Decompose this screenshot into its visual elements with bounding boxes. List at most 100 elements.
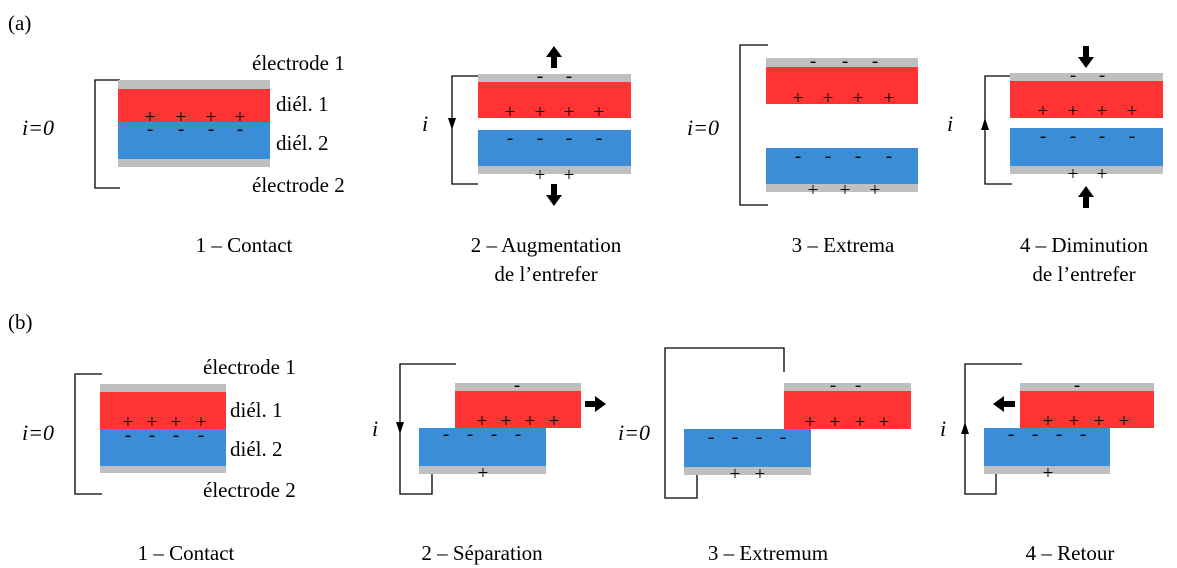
minus-charge: -: [537, 128, 543, 149]
plus-charge: +: [477, 411, 488, 432]
minus-charge: -: [149, 425, 155, 446]
dielectric-1: [100, 392, 226, 429]
dielectric-1: [1010, 81, 1163, 118]
minus-charge: -: [830, 375, 836, 396]
minus-charge: -: [147, 119, 153, 140]
electrode-2: [766, 184, 918, 192]
plus-charge: +: [853, 88, 864, 109]
plus-charge: +: [535, 165, 546, 186]
plus-charge: +: [145, 107, 156, 128]
electrode-1-label: électrode 1: [252, 51, 345, 75]
minus-charge: -: [491, 424, 497, 445]
stage-caption: 3 – Extrema: [792, 233, 895, 257]
plus-charge: +: [1068, 164, 1079, 185]
panel-b-stage-2: - + + + + - - - - + i 2 – Séparation: [372, 363, 606, 565]
plus-charge: +: [525, 411, 536, 432]
electrode-1: [1010, 73, 1163, 81]
plus-charge: +: [478, 463, 489, 484]
electrode-1: [100, 384, 226, 392]
minus-charge: -: [810, 51, 816, 72]
dielectric-2: [684, 429, 811, 467]
current-arrow-up: [961, 422, 969, 434]
panel-a-tag: (a): [8, 11, 31, 35]
plus-charge: +: [1069, 411, 1080, 432]
plus-charge: +: [1119, 411, 1130, 432]
plus-charge: +: [235, 107, 246, 128]
minus-charge: -: [596, 128, 602, 149]
dielectric-2: [478, 130, 631, 166]
circuit-wire: [74, 373, 102, 495]
circuit-wire: [984, 75, 1012, 185]
minus-charge: -: [198, 425, 204, 446]
plus-charge: +: [1038, 101, 1049, 122]
minus-charge: -: [566, 66, 572, 87]
electrode-2: [1010, 166, 1163, 174]
minus-charge: -: [1099, 65, 1105, 86]
dielectric-2: [766, 148, 918, 184]
dielectric-1: [118, 89, 270, 122]
current-arrow-down: [396, 422, 404, 434]
panel-b-stage-1: + + + + - - - - i=0 électrode 1 diél. 1 …: [22, 355, 296, 565]
minus-charge: -: [237, 119, 243, 140]
dielectric-2: [100, 429, 226, 466]
electrode-2-label: électrode 2: [203, 478, 296, 502]
dielectric-1-label: diél. 1: [230, 398, 283, 422]
panel-a-stage-1: + + + + - - - - i=0 électrode 1 diél. 1 …: [22, 51, 345, 257]
plus-charge: +: [171, 412, 182, 433]
arrow-down-icon: [546, 184, 562, 206]
current-label: i=0: [687, 115, 719, 140]
current-label: i=0: [618, 420, 650, 445]
plus-charge: +: [808, 180, 819, 201]
minus-charge: -: [872, 51, 878, 72]
minus-charge: -: [208, 119, 214, 140]
circuit-wire: [964, 363, 1022, 495]
plus-charge: +: [501, 411, 512, 432]
arrow-up-icon: [1078, 186, 1094, 208]
plus-charge: +: [1097, 101, 1108, 122]
minus-charge: -: [1032, 424, 1038, 445]
minus-charge: -: [1074, 375, 1080, 396]
electrode-1: [118, 80, 270, 89]
stage-caption: de l’entrefer: [1032, 262, 1135, 286]
current-label: i=0: [22, 115, 54, 140]
dielectric-1: [766, 67, 918, 104]
dielectric-2-label: diél. 2: [230, 437, 283, 461]
stage-caption: 1 – Contact: [196, 233, 293, 257]
panel-b-stage-4: - + + + + - - - - + i 4 – Retour: [940, 363, 1154, 565]
dielectric-1: [784, 391, 911, 429]
panel-a-stage-2: - - + + + + - - - - + + i 2 – Augmentati…: [422, 46, 631, 286]
plus-charge: +: [884, 88, 895, 109]
panel-a-stage-3: - - - + + + + - - - - + + + i=0 3 – Extr…: [687, 44, 918, 257]
minus-charge: -: [1080, 424, 1086, 445]
electrode-1-label: électrode 1: [203, 355, 296, 379]
arrow-up-icon: [546, 46, 562, 68]
plus-charge: +: [147, 412, 158, 433]
current-label: i: [372, 416, 378, 441]
plus-charge: +: [823, 88, 834, 109]
minus-charge: -: [756, 427, 762, 448]
plus-charge: +: [196, 412, 207, 433]
minus-charge: -: [1099, 126, 1105, 147]
minus-charge: -: [842, 51, 848, 72]
electrode-2: [118, 159, 270, 167]
plus-charge: +: [1094, 411, 1105, 432]
electrode-2: [478, 166, 631, 174]
current-label: i: [947, 111, 953, 136]
minus-charge: -: [507, 128, 513, 149]
plus-charge: +: [564, 165, 575, 186]
panel-a-stage-4: - - + + + + - - - - + + i 4 – Diminution…: [947, 46, 1163, 286]
minus-charge: -: [825, 146, 831, 167]
current-label: i=0: [22, 420, 54, 445]
plus-charge: +: [1043, 411, 1054, 432]
plus-charge: +: [535, 102, 546, 123]
minus-charge: -: [537, 66, 543, 87]
minus-charge: -: [443, 424, 449, 445]
minus-charge: -: [178, 119, 184, 140]
minus-charge: -: [1070, 65, 1076, 86]
minus-charge: -: [1129, 126, 1135, 147]
plus-charge: +: [505, 102, 516, 123]
plus-charge: +: [549, 411, 560, 432]
arrow-down-icon: [1078, 46, 1094, 68]
current-label: i: [940, 416, 946, 441]
